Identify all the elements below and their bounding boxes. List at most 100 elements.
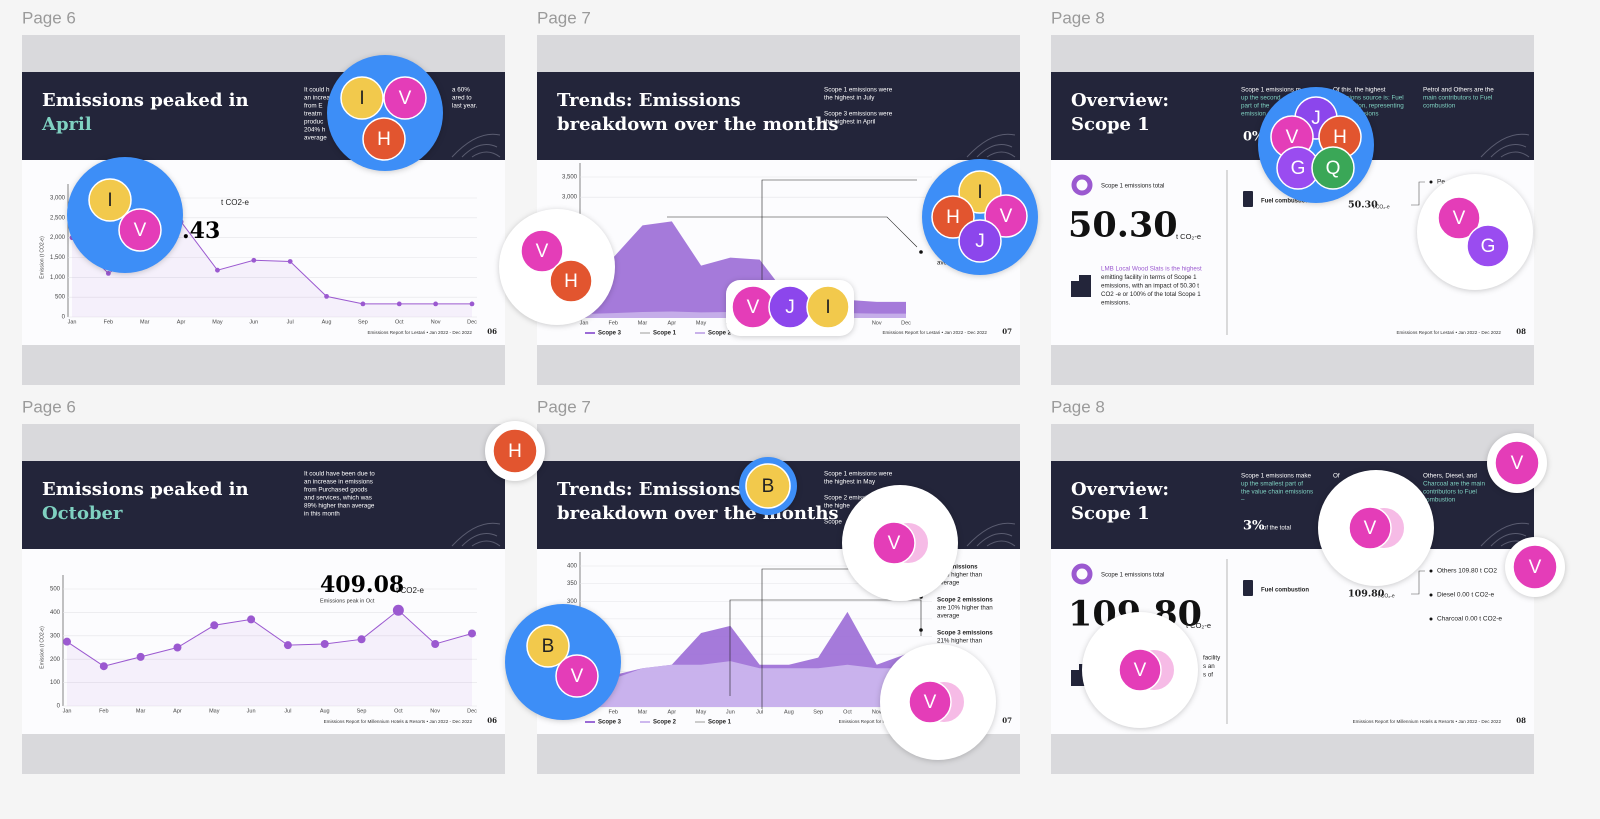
x-tick-label: Mar (140, 319, 150, 325)
fuel-value: 50.30 (1348, 200, 1378, 211)
callout-dot (919, 628, 923, 632)
avatar-group[interactable]: B (739, 457, 797, 515)
avatar[interactable] (340, 76, 384, 120)
avatar-group[interactable]: VH (499, 209, 615, 325)
peak-unit: t CO2-e (221, 198, 250, 207)
x-tick-label: Jun (726, 709, 735, 715)
item-dot (1429, 593, 1433, 597)
avatar-group[interactable]: V (1487, 433, 1547, 493)
peak-unit: t CO2-e (396, 586, 425, 595)
slide-title: Overview: (1071, 479, 1169, 500)
callout-text: e 1 emissions (937, 564, 978, 571)
paragraph: emissions, with an impact of 50.30 t (1101, 283, 1199, 290)
x-tick-label: Jan (68, 319, 77, 325)
y-tick-label: 500 (55, 295, 66, 301)
line (66, 609, 473, 667)
page-number: 06 (487, 327, 497, 336)
avatar[interactable] (806, 285, 850, 329)
legend-label: Scope 2 (708, 331, 732, 337)
avatar-group[interactable]: V (880, 644, 996, 760)
note-text: an increa (304, 95, 330, 102)
avatar-letter: G (1481, 236, 1496, 257)
y-tick-label: 0 (57, 704, 61, 710)
pct: 3% (1243, 519, 1265, 534)
header (22, 461, 505, 549)
avatar[interactable] (872, 521, 916, 565)
avatar[interactable] (1494, 440, 1540, 486)
x-tick-label: May (209, 708, 220, 714)
avatar-group[interactable]: I VH (327, 55, 443, 171)
y-tick-label: 2,500 (50, 215, 66, 221)
avatar-group[interactable]: V (842, 485, 958, 601)
slide-title: October (42, 503, 123, 524)
avatar[interactable] (958, 219, 1002, 263)
avatar[interactable] (908, 680, 952, 724)
note-text: Scope 1 emissions were (824, 471, 893, 478)
x-tick-label: Aug (322, 319, 332, 325)
y-tick-label: 2,000 (50, 235, 66, 241)
point (251, 257, 257, 263)
avatar-group[interactable]: H (485, 421, 545, 481)
avatar-letter: H (564, 271, 578, 292)
avatar-group[interactable]: V (1318, 470, 1434, 586)
note-text: produc (304, 119, 323, 126)
x-tick-label: Apr (173, 708, 182, 714)
avatar[interactable] (745, 463, 791, 509)
avatar[interactable] (492, 428, 538, 474)
fuel-unit: t CO₂-e (1378, 593, 1395, 599)
avatar[interactable] (383, 76, 427, 120)
avatar[interactable] (1512, 544, 1558, 590)
avatar[interactable] (1311, 146, 1355, 190)
avatar-group[interactable]: BV (505, 604, 621, 720)
note-text: 89% higher than average (304, 503, 375, 510)
page-label: Page 6 (22, 8, 76, 27)
note-text: combustion, representing (1333, 103, 1404, 110)
point (360, 301, 366, 307)
avatar[interactable] (1437, 196, 1481, 240)
avatar[interactable] (88, 178, 132, 222)
avatar[interactable] (520, 229, 564, 273)
avatar[interactable] (118, 208, 162, 252)
item-dot (1429, 180, 1433, 184)
avatar-group[interactable]: V (1082, 612, 1198, 728)
note-text: It could h (304, 87, 330, 94)
x-tick-label: Jul (287, 319, 294, 325)
area (584, 661, 906, 707)
item-dot (1429, 569, 1433, 573)
note-text: 204% h (304, 127, 326, 134)
y-tick-label: 3,500 (562, 175, 578, 181)
callout-text: average (937, 580, 960, 587)
avatar[interactable] (1348, 506, 1392, 550)
page-label: Page 6 (22, 397, 76, 416)
avatar-letter: V (1364, 518, 1377, 539)
y-tick-label: 0 (62, 315, 66, 321)
note-text: Others, Diesel, and (1423, 473, 1477, 480)
avatar-letter: J (785, 297, 795, 318)
avatar-group[interactable]: IV (67, 157, 183, 273)
callout-line (729, 599, 922, 696)
note-text: the highest in July (824, 95, 875, 102)
avatar-group[interactable]: IH VJ (922, 159, 1038, 275)
x-tick-label: Mar (638, 320, 648, 326)
note-text: combustion (1423, 103, 1456, 110)
avatar-letter: V (1286, 127, 1299, 148)
avatar-group[interactable]: JV H G Q (1258, 87, 1374, 203)
frame[interactable]: Emissions peaked in October It could have … (22, 424, 505, 774)
avatar[interactable] (555, 654, 599, 698)
footer: Emissions Report for Lestari • Jan 2022 … (367, 330, 472, 335)
x-tick-label: Jan (580, 320, 589, 326)
note-text: the highest in May (824, 479, 876, 486)
avatar[interactable] (526, 624, 570, 668)
avatar[interactable] (362, 117, 406, 161)
avatar[interactable] (1118, 648, 1162, 692)
avatar[interactable] (549, 259, 593, 303)
x-tick-label: Mar (638, 709, 648, 715)
item: Pe (1437, 179, 1445, 186)
avatar-group[interactable]: VG (1417, 174, 1533, 290)
callout-text: are 10% higher than (937, 605, 993, 612)
avatar[interactable] (1466, 224, 1510, 268)
x-tick-label: Jun (247, 708, 256, 714)
slide-title: April (41, 114, 92, 135)
avatar-group[interactable]: V (1505, 537, 1565, 597)
